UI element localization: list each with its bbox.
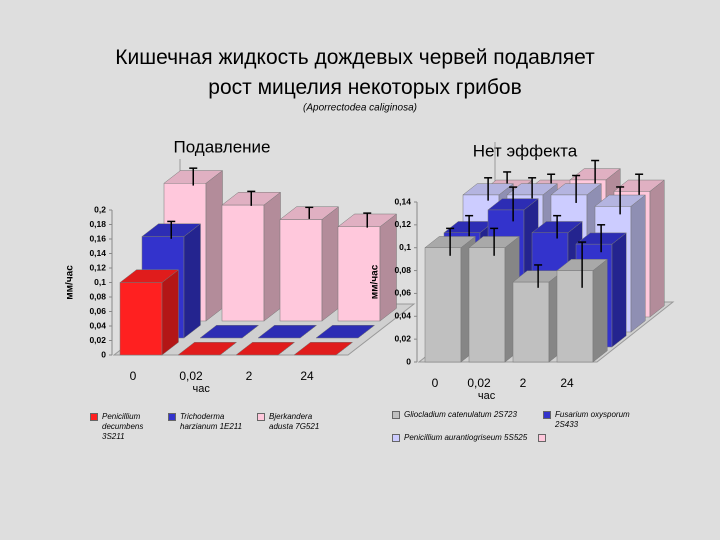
y-axis-label: мм/час [370,264,381,299]
y-tick-label: 0,1 [94,277,106,287]
bar [199,325,260,339]
bar-side [205,169,223,322]
bar [424,227,476,363]
bar [177,342,238,356]
x-tick-label: 0 [432,376,439,390]
bar-side [649,179,665,318]
legend-label: Penicillium decumbens 3S211 [102,412,144,441]
legend-swatch [257,413,265,421]
bar-front [337,226,381,322]
y-tick-label: 0 [101,349,106,359]
bar-side [161,269,179,356]
x-tick-label: 0 [130,369,137,383]
bar [221,190,282,322]
legend-swatch [90,413,98,421]
bar-side [630,194,646,333]
bar-side [263,191,281,322]
slide-subtitle: (Aporrectodea caliginosa) [303,103,417,114]
y-tick-label: 0,18 [89,219,106,229]
bar-front [468,247,506,363]
bar [235,342,296,356]
x-axis-label: час [193,383,211,395]
bar [119,269,180,356]
legend-swatch [168,413,176,421]
bar [257,325,318,339]
y-tick-label: 0,02 [394,333,411,343]
bar-top [315,325,376,339]
y-tick-label: 0,04 [394,311,411,321]
legend-label: Penicillium aurantiogriseum 5S525 [404,433,528,442]
legend-entry: Penicillium aurantiogriseum 5S525 [392,433,542,443]
chart-title: Нет эффекта [473,141,578,160]
y-tick-label: 0,1 [399,242,411,252]
bar-top [293,342,354,356]
legend-entry: Trichoderma harzianum 1E211 [168,412,248,432]
legend-label: Bjerkandera adusta 7G521 [269,412,320,431]
y-tick-label: 0 [406,356,411,366]
bar-side [611,232,627,348]
bar-side [183,223,201,339]
legend-label: Gliocladium catenulatum 2S723 [404,410,517,419]
bar [512,264,564,363]
bar [468,227,520,363]
bar-front [424,247,462,363]
x-tick-label: 24 [300,369,314,383]
x-axis-label: час [478,390,496,402]
slide-title: Кишечная жидкость дождевых червей подавл… [115,46,595,99]
bar [337,212,398,322]
y-tick-label: 0,16 [89,233,106,243]
x-tick-label: 0,02 [179,369,203,383]
bar-front [221,204,265,322]
legend-swatch [392,411,400,419]
legend-entry: Fusarium oxysporum 2S433 [543,410,653,430]
bar-side [592,258,608,363]
bar-front [279,219,323,322]
legend-label: Fusarium oxysporum 2S433 [555,410,630,429]
y-tick-label: 0,08 [89,291,106,301]
legend-entry: Penicillium decumbens 3S211 [90,412,160,442]
y-tick-label: 0,04 [89,320,106,330]
bar-top [235,342,296,356]
x-tick-label: 2 [520,376,527,390]
y-tick-label: 0,12 [394,219,411,229]
bar-top [119,269,180,283]
y-axis-label: мм/час [65,265,76,300]
legend-swatch [543,411,551,419]
bar [293,342,354,356]
legend-entry: Bjerkandera adusta 7G521 [257,412,337,432]
legend-entry [538,433,558,442]
y-tick-label: 0,2 [94,204,106,214]
x-tick-label: 0,02 [467,376,491,390]
x-tick-label: 24 [560,376,574,390]
chart-title: Подавление [173,137,270,156]
x-tick-label: 2 [246,369,253,383]
bar-top [257,325,318,339]
y-tick-label: 0,02 [89,335,106,345]
y-tick-label: 0,06 [89,306,106,316]
bar [279,206,340,322]
bar [315,325,376,339]
y-tick-label: 0,14 [89,248,106,258]
bar-side [321,206,339,322]
legend-entry: Gliocladium catenulatum 2S723 [392,410,542,420]
bar-front [119,282,163,356]
legend-swatch [538,434,546,442]
legend-swatch [392,434,400,442]
y-tick-label: 0,14 [394,196,411,206]
legend-label: Trichoderma harzianum 1E211 [180,412,243,431]
bar-top [177,342,238,356]
y-tick-label: 0,08 [394,265,411,275]
bar-front [556,270,594,363]
bar-front [512,281,550,363]
bar [556,241,608,363]
y-tick-label: 0,06 [394,288,411,298]
bar-top [199,325,260,339]
y-tick-label: 0,12 [89,262,106,272]
